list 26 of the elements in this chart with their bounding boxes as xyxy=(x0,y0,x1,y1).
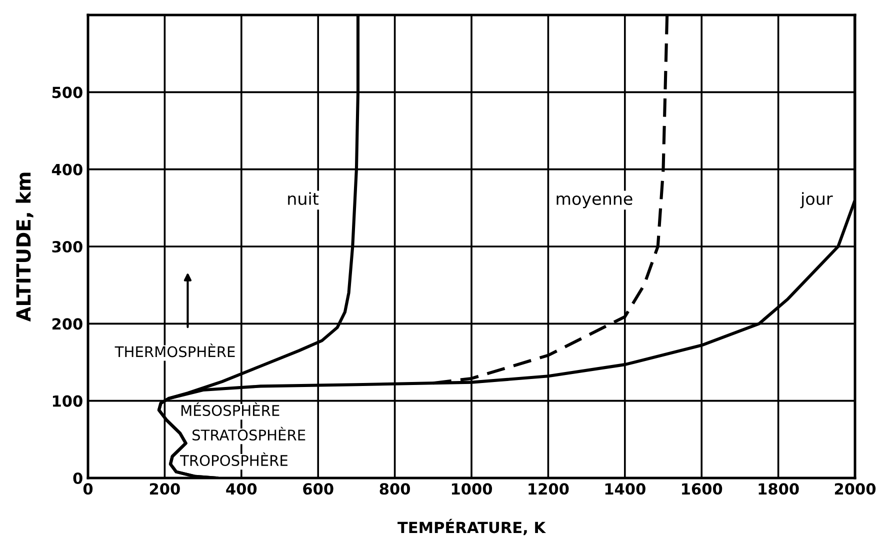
x-tick-label: 600 xyxy=(303,483,334,495)
text: nuit xyxy=(288,192,319,206)
x-tick-label: 400 xyxy=(226,483,257,495)
y-tick-label: 400 xyxy=(52,164,82,176)
annotation: STRATOSPHÈRE xyxy=(192,426,306,441)
series-label: moyenne xyxy=(556,195,632,208)
y-tick-label: 100 xyxy=(52,395,82,407)
series-label: jour xyxy=(800,192,833,208)
x-tick-label: 1000 xyxy=(452,483,492,495)
y-axis-title: ALTITUDE, km xyxy=(16,172,34,322)
x-tick-label: 0 xyxy=(83,483,93,495)
x-tick-label: 1400 xyxy=(605,483,646,495)
annotation: MÉSOSPHÈRE xyxy=(181,402,280,416)
y-tick-label: 300 xyxy=(52,240,82,253)
y-tick-label: 0 xyxy=(73,472,82,484)
x-tick-label: 1200 xyxy=(528,483,569,495)
annotation: TROPOSPHÈRE xyxy=(180,452,288,466)
x-tick-label: 200 xyxy=(150,483,180,495)
x-tick-label: 800 xyxy=(380,483,410,495)
x-tick-label: 1600 xyxy=(682,483,722,495)
annotation: THERMOSPHÈRE xyxy=(114,344,235,358)
x-tick-label: 1800 xyxy=(758,483,799,495)
y-tick-label: 500 xyxy=(52,86,82,98)
x-tick-label: 2000 xyxy=(834,483,876,495)
x-axis-title: TEMPÉRATURE, K xyxy=(398,518,546,536)
y-tick-label: 200 xyxy=(52,318,82,330)
